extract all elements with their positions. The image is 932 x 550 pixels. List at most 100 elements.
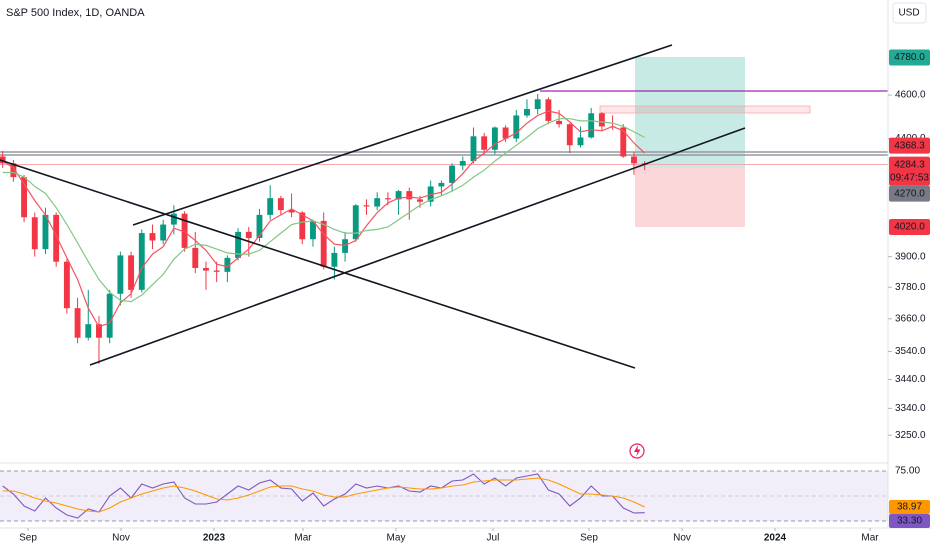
candle-body <box>74 308 81 338</box>
x-tick-label: 2023 <box>203 533 226 544</box>
x-tick-label: Jul <box>487 533 500 544</box>
y-tick-label: 3660.0 <box>895 313 926 324</box>
candles <box>0 93 648 364</box>
candle-body <box>181 213 188 248</box>
candle-body <box>513 115 520 139</box>
rsi-tag-label: 33.30 <box>897 516 922 527</box>
y-tick-label: 3900.0 <box>895 251 926 262</box>
price-tag-label: 4270.0 <box>894 188 925 199</box>
stop-zone <box>635 168 745 227</box>
candle-body <box>277 198 284 211</box>
x-tick-label: Nov <box>112 533 130 544</box>
candle-body <box>170 213 177 225</box>
x-tick-label: Mar <box>294 533 312 544</box>
rsi-tag <box>889 500 930 515</box>
y-tick-label: 4600.0 <box>895 90 926 101</box>
countdown: 09:47:53 <box>890 172 929 183</box>
candle-body <box>331 252 338 267</box>
candle-body <box>128 255 135 290</box>
price-tag-label: 4780.0 <box>894 52 925 63</box>
candle-body <box>96 324 102 338</box>
candle-body <box>203 268 209 271</box>
candle-body <box>53 214 60 262</box>
candle-body <box>363 205 370 207</box>
target-zone <box>635 57 745 168</box>
rsi-tag-label: 38.97 <box>897 502 922 513</box>
candle-body <box>481 136 488 150</box>
candle-body <box>374 198 381 207</box>
candle-body <box>320 220 327 267</box>
alert-icon-bolt <box>634 445 641 457</box>
x-tick-label: Nov <box>673 533 691 544</box>
candle-body <box>588 113 595 138</box>
x-tick-label: May <box>387 533 406 544</box>
rsi-tick-label: 75.00 <box>895 466 920 477</box>
candle-body <box>85 324 92 338</box>
candle-body <box>63 261 70 309</box>
price-tag <box>889 218 930 235</box>
candle-body <box>534 99 541 109</box>
candle-body <box>491 127 498 150</box>
candle-body <box>459 161 466 166</box>
candle-body <box>149 233 156 241</box>
trendline <box>0 159 636 369</box>
candle-body <box>470 136 477 162</box>
candle-body <box>288 210 295 213</box>
candle-body <box>502 127 509 139</box>
rsi-tag <box>889 514 930 529</box>
candle-body <box>384 198 391 200</box>
candle-body <box>10 163 17 178</box>
candle-body <box>598 113 605 127</box>
candle-body <box>352 205 359 240</box>
price-tag <box>889 156 930 186</box>
x-tick-label: Sep <box>19 533 37 544</box>
currency: USD <box>898 8 919 19</box>
price-tag <box>889 137 930 154</box>
y-tick-label: 3440.0 <box>895 374 926 385</box>
candle-body <box>0 156 6 164</box>
candle-body <box>342 239 349 253</box>
candle-body <box>31 217 38 250</box>
y-tick-label: 3780.0 <box>895 282 926 293</box>
candle-body <box>556 120 563 125</box>
candle-body <box>224 257 231 272</box>
currency-button[interactable] <box>892 2 927 24</box>
candle-body <box>192 247 199 269</box>
candle-body <box>406 191 413 200</box>
y-tick-label: 3340.0 <box>895 403 926 414</box>
candle-body <box>417 199 423 202</box>
x-tick-label: Mar <box>861 533 879 544</box>
price-tag-label: 4020.0 <box>894 222 925 233</box>
candle-body <box>245 231 252 238</box>
candle-body <box>267 198 274 215</box>
candle-body <box>256 214 263 238</box>
y-tick-label: 3540.0 <box>895 346 926 357</box>
candle-body <box>138 233 145 290</box>
price-tag <box>889 185 930 202</box>
chart-title: S&P 500 Index, 1D, OANDA <box>6 7 145 19</box>
price-tag <box>889 49 930 66</box>
rsi-line <box>2 473 645 519</box>
candle-body <box>213 270 220 272</box>
trendlines <box>0 44 746 459</box>
price-axis <box>888 0 932 528</box>
y-tick-label: 3250.0 <box>895 430 926 441</box>
price-tag-label: 4368.3 <box>894 140 925 151</box>
candle-body <box>577 137 584 146</box>
candle-body <box>21 177 28 218</box>
candle-body <box>160 224 167 241</box>
candle-body <box>524 108 530 116</box>
rsi-line <box>2 477 645 513</box>
candle-body <box>42 214 49 250</box>
candle-body <box>106 293 113 338</box>
candle-body <box>449 165 456 183</box>
candle-body <box>395 191 402 200</box>
drawings <box>0 57 888 227</box>
candle-body <box>631 156 637 164</box>
candle-body <box>566 124 573 146</box>
candle-body <box>117 255 124 294</box>
candle-body <box>438 182 445 187</box>
